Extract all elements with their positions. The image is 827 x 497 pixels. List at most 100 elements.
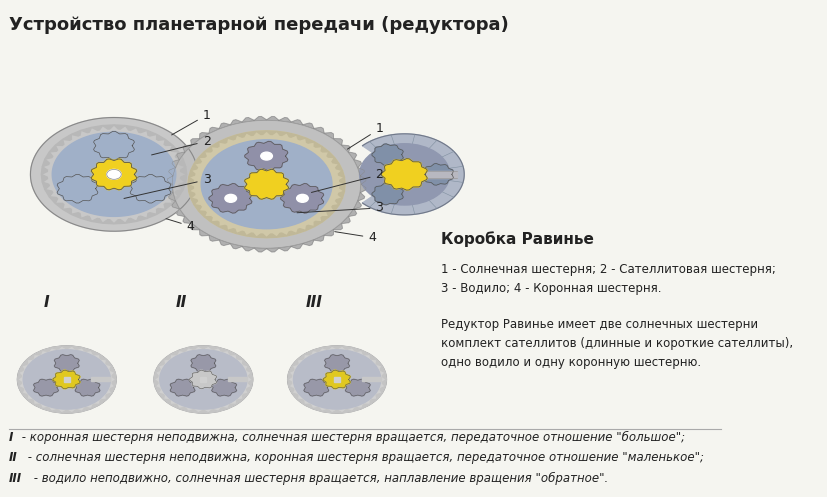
Polygon shape bbox=[167, 184, 173, 193]
Text: 3: 3 bbox=[124, 173, 210, 198]
Polygon shape bbox=[18, 387, 23, 393]
Polygon shape bbox=[324, 355, 349, 372]
Polygon shape bbox=[227, 350, 237, 355]
Polygon shape bbox=[342, 410, 352, 413]
Circle shape bbox=[17, 346, 116, 413]
Polygon shape bbox=[136, 216, 147, 221]
Polygon shape bbox=[219, 123, 230, 129]
Polygon shape bbox=[183, 216, 191, 223]
Polygon shape bbox=[175, 152, 183, 159]
Polygon shape bbox=[31, 117, 198, 231]
Polygon shape bbox=[103, 220, 114, 224]
Polygon shape bbox=[296, 135, 305, 140]
Polygon shape bbox=[180, 166, 186, 174]
Polygon shape bbox=[163, 399, 170, 405]
Polygon shape bbox=[189, 191, 194, 198]
Polygon shape bbox=[327, 152, 334, 158]
Polygon shape bbox=[81, 127, 92, 133]
Text: I: I bbox=[8, 431, 13, 444]
Polygon shape bbox=[332, 346, 342, 348]
Polygon shape bbox=[382, 380, 386, 387]
Polygon shape bbox=[188, 410, 198, 413]
Text: 1 - Солнечная шестерня; 2 - Сателлитовая шестерня;
3 - Водило; 4 - Коронная шест: 1 - Солнечная шестерня; 2 - Сателлитовая… bbox=[441, 263, 775, 295]
Polygon shape bbox=[422, 164, 453, 185]
Polygon shape bbox=[52, 132, 175, 216]
Polygon shape bbox=[34, 379, 59, 396]
Polygon shape bbox=[304, 404, 312, 409]
Polygon shape bbox=[209, 127, 219, 133]
Polygon shape bbox=[313, 127, 323, 133]
Polygon shape bbox=[71, 130, 81, 136]
Polygon shape bbox=[312, 347, 322, 351]
Circle shape bbox=[359, 144, 449, 205]
Polygon shape bbox=[158, 393, 164, 399]
Polygon shape bbox=[175, 190, 183, 197]
Polygon shape bbox=[341, 216, 350, 223]
Text: III: III bbox=[305, 295, 322, 310]
Text: Устройство планетарной передачи (редуктора): Устройство планетарной передачи (редукто… bbox=[8, 16, 508, 34]
Polygon shape bbox=[22, 360, 27, 366]
Polygon shape bbox=[198, 411, 208, 413]
Text: II: II bbox=[176, 295, 187, 310]
Polygon shape bbox=[194, 158, 201, 164]
Polygon shape bbox=[227, 404, 237, 409]
Polygon shape bbox=[323, 230, 333, 236]
Polygon shape bbox=[248, 372, 252, 380]
Polygon shape bbox=[237, 133, 246, 137]
Polygon shape bbox=[227, 378, 246, 381]
Polygon shape bbox=[125, 126, 136, 130]
Polygon shape bbox=[286, 231, 296, 236]
Polygon shape bbox=[321, 147, 328, 152]
Polygon shape bbox=[304, 350, 312, 355]
Circle shape bbox=[225, 194, 237, 202]
Polygon shape bbox=[64, 377, 69, 382]
Polygon shape bbox=[63, 208, 71, 214]
Polygon shape bbox=[292, 393, 298, 399]
Polygon shape bbox=[26, 354, 34, 360]
Polygon shape bbox=[130, 174, 170, 203]
Polygon shape bbox=[110, 366, 115, 372]
Polygon shape bbox=[17, 372, 22, 380]
Polygon shape bbox=[179, 408, 188, 412]
Text: 3: 3 bbox=[297, 201, 383, 214]
Polygon shape bbox=[114, 125, 125, 129]
Polygon shape bbox=[312, 408, 322, 412]
Polygon shape bbox=[172, 160, 179, 167]
Polygon shape bbox=[339, 184, 345, 191]
Polygon shape bbox=[189, 170, 194, 177]
Polygon shape bbox=[333, 139, 342, 145]
Polygon shape bbox=[227, 135, 237, 140]
Polygon shape bbox=[360, 184, 366, 193]
Polygon shape bbox=[91, 350, 100, 355]
Polygon shape bbox=[156, 134, 165, 140]
Circle shape bbox=[293, 350, 380, 409]
Polygon shape bbox=[194, 205, 201, 211]
Polygon shape bbox=[357, 167, 364, 176]
Polygon shape bbox=[361, 350, 370, 355]
Polygon shape bbox=[170, 350, 179, 355]
Text: 4: 4 bbox=[166, 219, 194, 233]
Polygon shape bbox=[245, 141, 288, 171]
Polygon shape bbox=[81, 216, 92, 221]
Polygon shape bbox=[230, 120, 241, 125]
Polygon shape bbox=[72, 346, 82, 349]
Polygon shape bbox=[314, 221, 322, 227]
Polygon shape bbox=[266, 180, 328, 189]
Polygon shape bbox=[241, 118, 254, 122]
Polygon shape bbox=[375, 360, 382, 366]
Polygon shape bbox=[190, 164, 197, 170]
Polygon shape bbox=[167, 176, 173, 184]
Polygon shape bbox=[266, 234, 276, 238]
Polygon shape bbox=[22, 393, 27, 399]
Polygon shape bbox=[176, 152, 184, 160]
Polygon shape bbox=[280, 183, 323, 213]
Polygon shape bbox=[342, 346, 352, 349]
Polygon shape bbox=[169, 193, 175, 201]
Polygon shape bbox=[55, 140, 64, 146]
Polygon shape bbox=[266, 248, 279, 252]
Polygon shape bbox=[230, 244, 241, 248]
Polygon shape bbox=[218, 225, 227, 231]
Polygon shape bbox=[147, 130, 156, 136]
Text: 2: 2 bbox=[311, 168, 383, 192]
Circle shape bbox=[23, 350, 110, 409]
